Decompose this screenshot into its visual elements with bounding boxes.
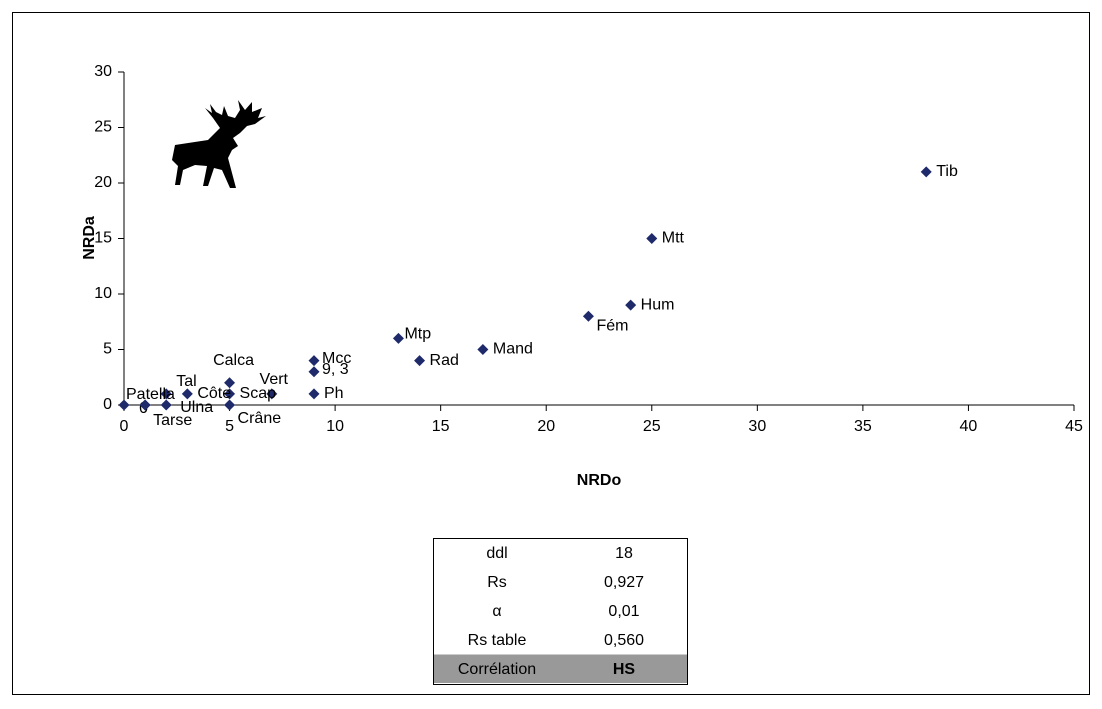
point-label: Mand <box>493 341 533 358</box>
x-tick-label: 45 <box>1065 418 1083 435</box>
x-tick-label: 15 <box>432 418 450 435</box>
point <box>266 388 278 400</box>
point-label: Scap <box>240 385 277 402</box>
y-tick-label: 15 <box>94 230 112 247</box>
y-tick-label: 30 <box>94 63 112 80</box>
point <box>477 344 489 355</box>
y-axis-title: NRDa <box>81 216 98 260</box>
table-cell: α <box>492 603 501 620</box>
stats-table: ddl 18 Rs 0,927 α 0,01 Rs table 0,560 Corrélatio… <box>433 538 688 685</box>
point <box>224 388 236 400</box>
point <box>392 332 404 344</box>
table-cell: Rs <box>487 574 507 591</box>
point-label: Fém <box>596 317 628 334</box>
point-label: Mcc <box>322 350 351 367</box>
point-label: Hum <box>641 296 675 313</box>
point-label: Calca <box>213 352 254 369</box>
point-label: Ph <box>324 385 344 402</box>
table-cell: 0,01 <box>608 603 639 620</box>
y-tick-label: 0 <box>103 396 112 413</box>
point <box>308 388 320 400</box>
x-tick-label: 20 <box>537 418 555 435</box>
x-tick-label: 40 <box>960 418 978 435</box>
point <box>414 355 426 367</box>
x-tick-label: 30 <box>748 418 766 435</box>
point <box>181 388 193 400</box>
point-label: Rad <box>430 352 459 369</box>
x-axis-title: NRDo <box>577 472 622 489</box>
point-label: Crâne <box>238 410 282 427</box>
point <box>308 366 320 378</box>
point <box>625 299 637 311</box>
y-tick-label: 5 <box>103 341 112 358</box>
x-tick-label: 0 <box>120 418 129 435</box>
y-tick-label: 20 <box>94 174 112 191</box>
point <box>308 355 320 367</box>
point <box>160 399 172 411</box>
point-label: Patella <box>126 386 175 403</box>
point <box>920 166 932 178</box>
point-label: Ulna <box>180 399 213 416</box>
point <box>224 377 236 389</box>
point-label: Mtt <box>662 230 685 247</box>
point-label: Côte <box>197 385 231 402</box>
point-label: Tarse <box>153 412 192 429</box>
y-tick-label: 10 <box>94 285 112 302</box>
point-label: 9, 3 <box>322 361 349 378</box>
table-cell: 18 <box>615 545 633 562</box>
x-tick-label: 10 <box>326 418 344 435</box>
deer-icon <box>172 100 266 188</box>
x-tick-label: 5 <box>225 418 234 435</box>
y-tick-label: 25 <box>94 119 112 136</box>
point <box>160 388 172 400</box>
table-cell: 0,927 <box>604 574 644 591</box>
point-label: Tal <box>176 373 196 390</box>
table-cell: ddl <box>486 545 507 562</box>
table-row-bg <box>434 654 687 683</box>
table-cell: HS <box>613 661 636 678</box>
x-tick-label: 35 <box>854 418 872 435</box>
point-label: Mtp <box>404 326 431 343</box>
table-cell: Rs table <box>468 632 527 649</box>
point <box>224 399 236 411</box>
table-cell: Corrélation <box>458 661 536 678</box>
point <box>646 233 658 244</box>
point <box>118 399 130 411</box>
point <box>139 399 151 411</box>
table-cell: 0,560 <box>604 632 644 649</box>
point-label: Tib <box>936 163 958 180</box>
point <box>582 310 594 322</box>
x-tick-label: 25 <box>643 418 661 435</box>
point-label: Vert <box>260 371 289 388</box>
